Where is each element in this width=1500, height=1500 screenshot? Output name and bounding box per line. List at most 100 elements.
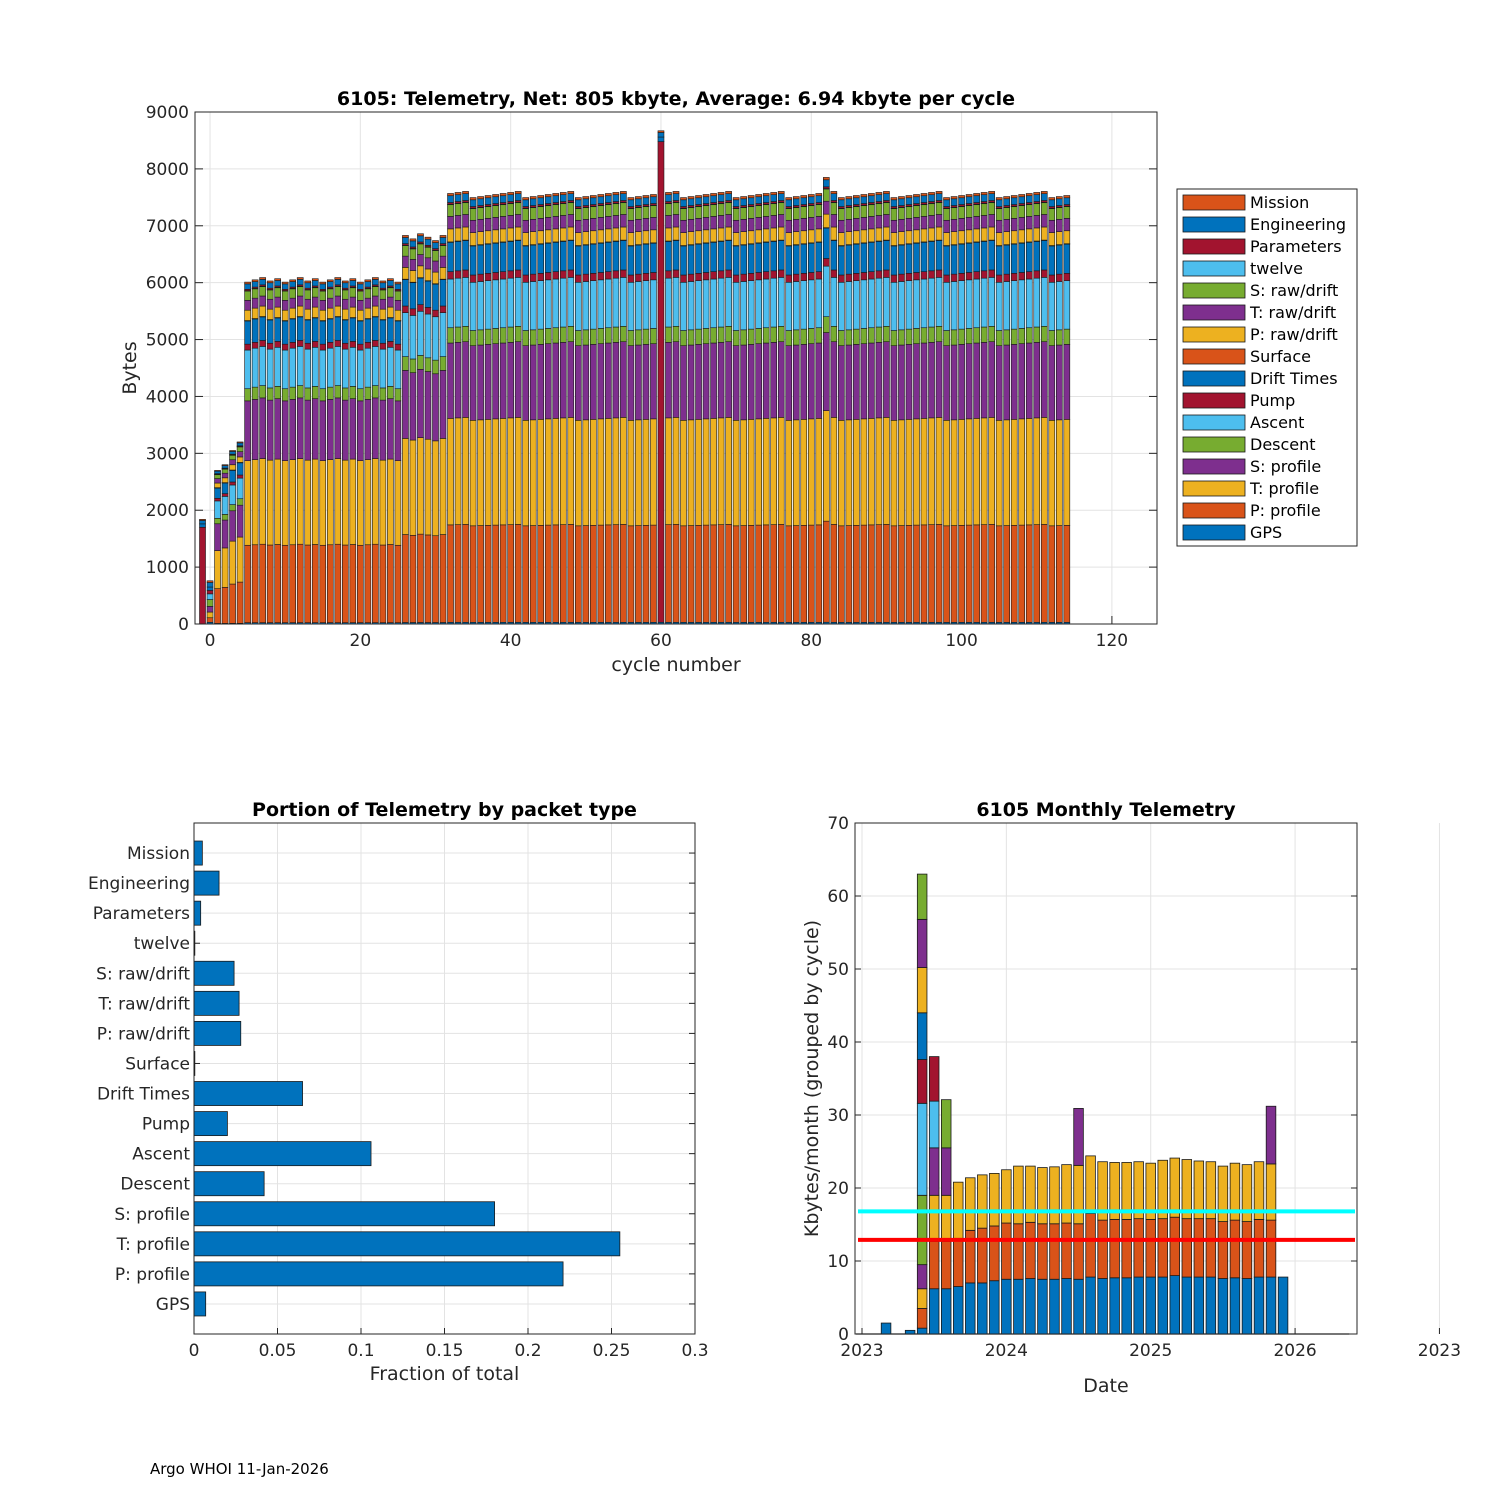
bar-segment-p-profile [462, 524, 469, 623]
bar-segment-engineering [342, 282, 349, 289]
bar-segment-p-raw-drift [920, 228, 928, 243]
bar-segment-mission [259, 277, 266, 280]
bar-segment-t-raw-drift [387, 296, 394, 308]
bar-segment-p-raw-drift [379, 308, 387, 320]
bar-segment-mission [1018, 194, 1026, 198]
month-bar-segment-t-profile [1205, 1161, 1217, 1220]
bar-segment-s-raw-drift [462, 202, 469, 215]
bar-segment-drift-times [1010, 243, 1018, 274]
bar-segment-pump [898, 273, 905, 282]
bar-segment-drift-times [454, 240, 462, 272]
y-tick-label: 60 [827, 887, 849, 907]
bar-segment-t-raw-drift [807, 217, 815, 231]
bar-segment-descent [988, 326, 995, 342]
bar-segment-p-raw-drift [988, 226, 995, 241]
bar-segment-t-raw-drift [725, 214, 732, 228]
bar-segment-descent [605, 327, 612, 344]
bar-segment-pump [1048, 274, 1056, 283]
bar-segment-drift-times [680, 245, 687, 276]
legend-swatch-engineering [1182, 216, 1246, 233]
bar-segment-p-profile [514, 524, 522, 623]
bar-segment-pump [830, 269, 838, 278]
bar-segment-engineering [770, 194, 778, 202]
bar-segment-drift-times [439, 279, 447, 307]
bar-segment-t-raw-drift [958, 218, 965, 232]
bar-segment-p-raw-drift [672, 226, 680, 241]
y-tick-label: 4000 [146, 387, 189, 407]
bar-segment-engineering [1040, 193, 1048, 201]
month-bar-segment-p-profile [953, 1237, 964, 1287]
bar-segment-pump [349, 341, 357, 348]
bar-segment-descent [522, 330, 529, 346]
bar-segment-pump [875, 270, 883, 279]
bar-segment-s-raw-drift [266, 289, 274, 300]
bar-segment-ascent [1033, 277, 1041, 328]
bar-segment-engineering [266, 282, 274, 289]
bar-segment-engineering [567, 193, 575, 201]
bar-segment-descent [244, 388, 251, 402]
bar-segment-engineering [747, 197, 755, 205]
month-bar-segment-p-profile [977, 1227, 988, 1284]
bar-segment-s-raw-drift [1040, 202, 1048, 215]
bar-segment-engineering [875, 194, 883, 202]
bar-segment-descent [206, 599, 214, 607]
bar-segment-ascent [687, 281, 695, 331]
bar-segment-t-profile [214, 550, 221, 589]
bar-segment-t-raw-drift [402, 255, 409, 268]
bar-segment-mission [680, 197, 687, 201]
bar-segment-p-raw-drift [454, 227, 462, 242]
month-bar-segment-p-profile [1205, 1218, 1217, 1278]
bar-segment-drift-times [777, 240, 785, 271]
bar-segment-t-profile [259, 458, 266, 545]
bar-segment-t-profile [499, 418, 507, 526]
bar-segment-s-raw-drift [800, 206, 808, 219]
bar-segment-mission [995, 197, 1003, 201]
bar-segment-t-profile [943, 420, 950, 527]
bar-segment-ascent [905, 280, 913, 330]
bar-segment-p-profile [612, 524, 620, 623]
bar-segment-mission [424, 236, 432, 240]
bar-segment-drift-times [447, 241, 454, 272]
bar-segment-drift-times [710, 241, 717, 272]
bar-segment-engineering [1025, 195, 1033, 203]
bar-segment-t-profile [1010, 419, 1018, 526]
legend-label-descent: Descent [1250, 435, 1316, 454]
bar-segment-t-raw-drift [928, 215, 935, 229]
bar-segment-t-raw-drift [492, 217, 499, 231]
bar-segment-t-profile [432, 440, 439, 537]
bar-segment-p-profile [883, 524, 890, 623]
bar-segment-pump [379, 342, 387, 350]
bar-segment-descent [342, 387, 349, 401]
bar-segment-t-profile [1003, 419, 1010, 526]
month-bar-segment-gps [1013, 1278, 1024, 1335]
bar-segment-t-raw-drift [259, 295, 266, 307]
bar-segment-p-raw-drift [439, 267, 447, 280]
bar-segment-descent [1003, 329, 1010, 346]
bar-segment-t-raw-drift [1018, 217, 1026, 231]
bar-segment-descent [529, 329, 537, 346]
bar-segment-descent [777, 326, 785, 342]
bar-segment-pump [311, 341, 319, 348]
bar-segment-engineering [988, 193, 995, 201]
bar-segment-pump [853, 273, 860, 281]
bar-segment-ascent [875, 277, 883, 328]
bar-segment-s-raw-drift [642, 206, 650, 219]
bar-segment-t-raw-drift [627, 219, 635, 233]
bar-segment-t-profile [815, 418, 823, 526]
category-label-twelve: twelve [134, 934, 190, 954]
bar-segment-engineering [499, 195, 507, 203]
bar-segment-p-raw-drift [1003, 231, 1010, 245]
monthly-telemetry-chart: 2023 2024 2025 2026 20230102030405060706105 … [801, 799, 1461, 1397]
bar-segment-s-raw-drift [402, 245, 409, 257]
bar-segment-descent [289, 386, 297, 400]
bar-segment-s-profile [236, 504, 244, 538]
bar-segment-t-profile [342, 459, 349, 546]
bar-segment-ascent [206, 593, 214, 600]
bar-segment-mission [950, 196, 958, 200]
bar-segment-t-profile [229, 540, 236, 585]
bar-segment-p-raw-drift [236, 456, 244, 463]
x-tick-label: 0.05 [259, 1341, 297, 1361]
category-label-gps: GPS [156, 1295, 190, 1315]
bar-segment-t-profile [672, 417, 680, 525]
month-bar-segment-p-profile [1037, 1223, 1048, 1280]
